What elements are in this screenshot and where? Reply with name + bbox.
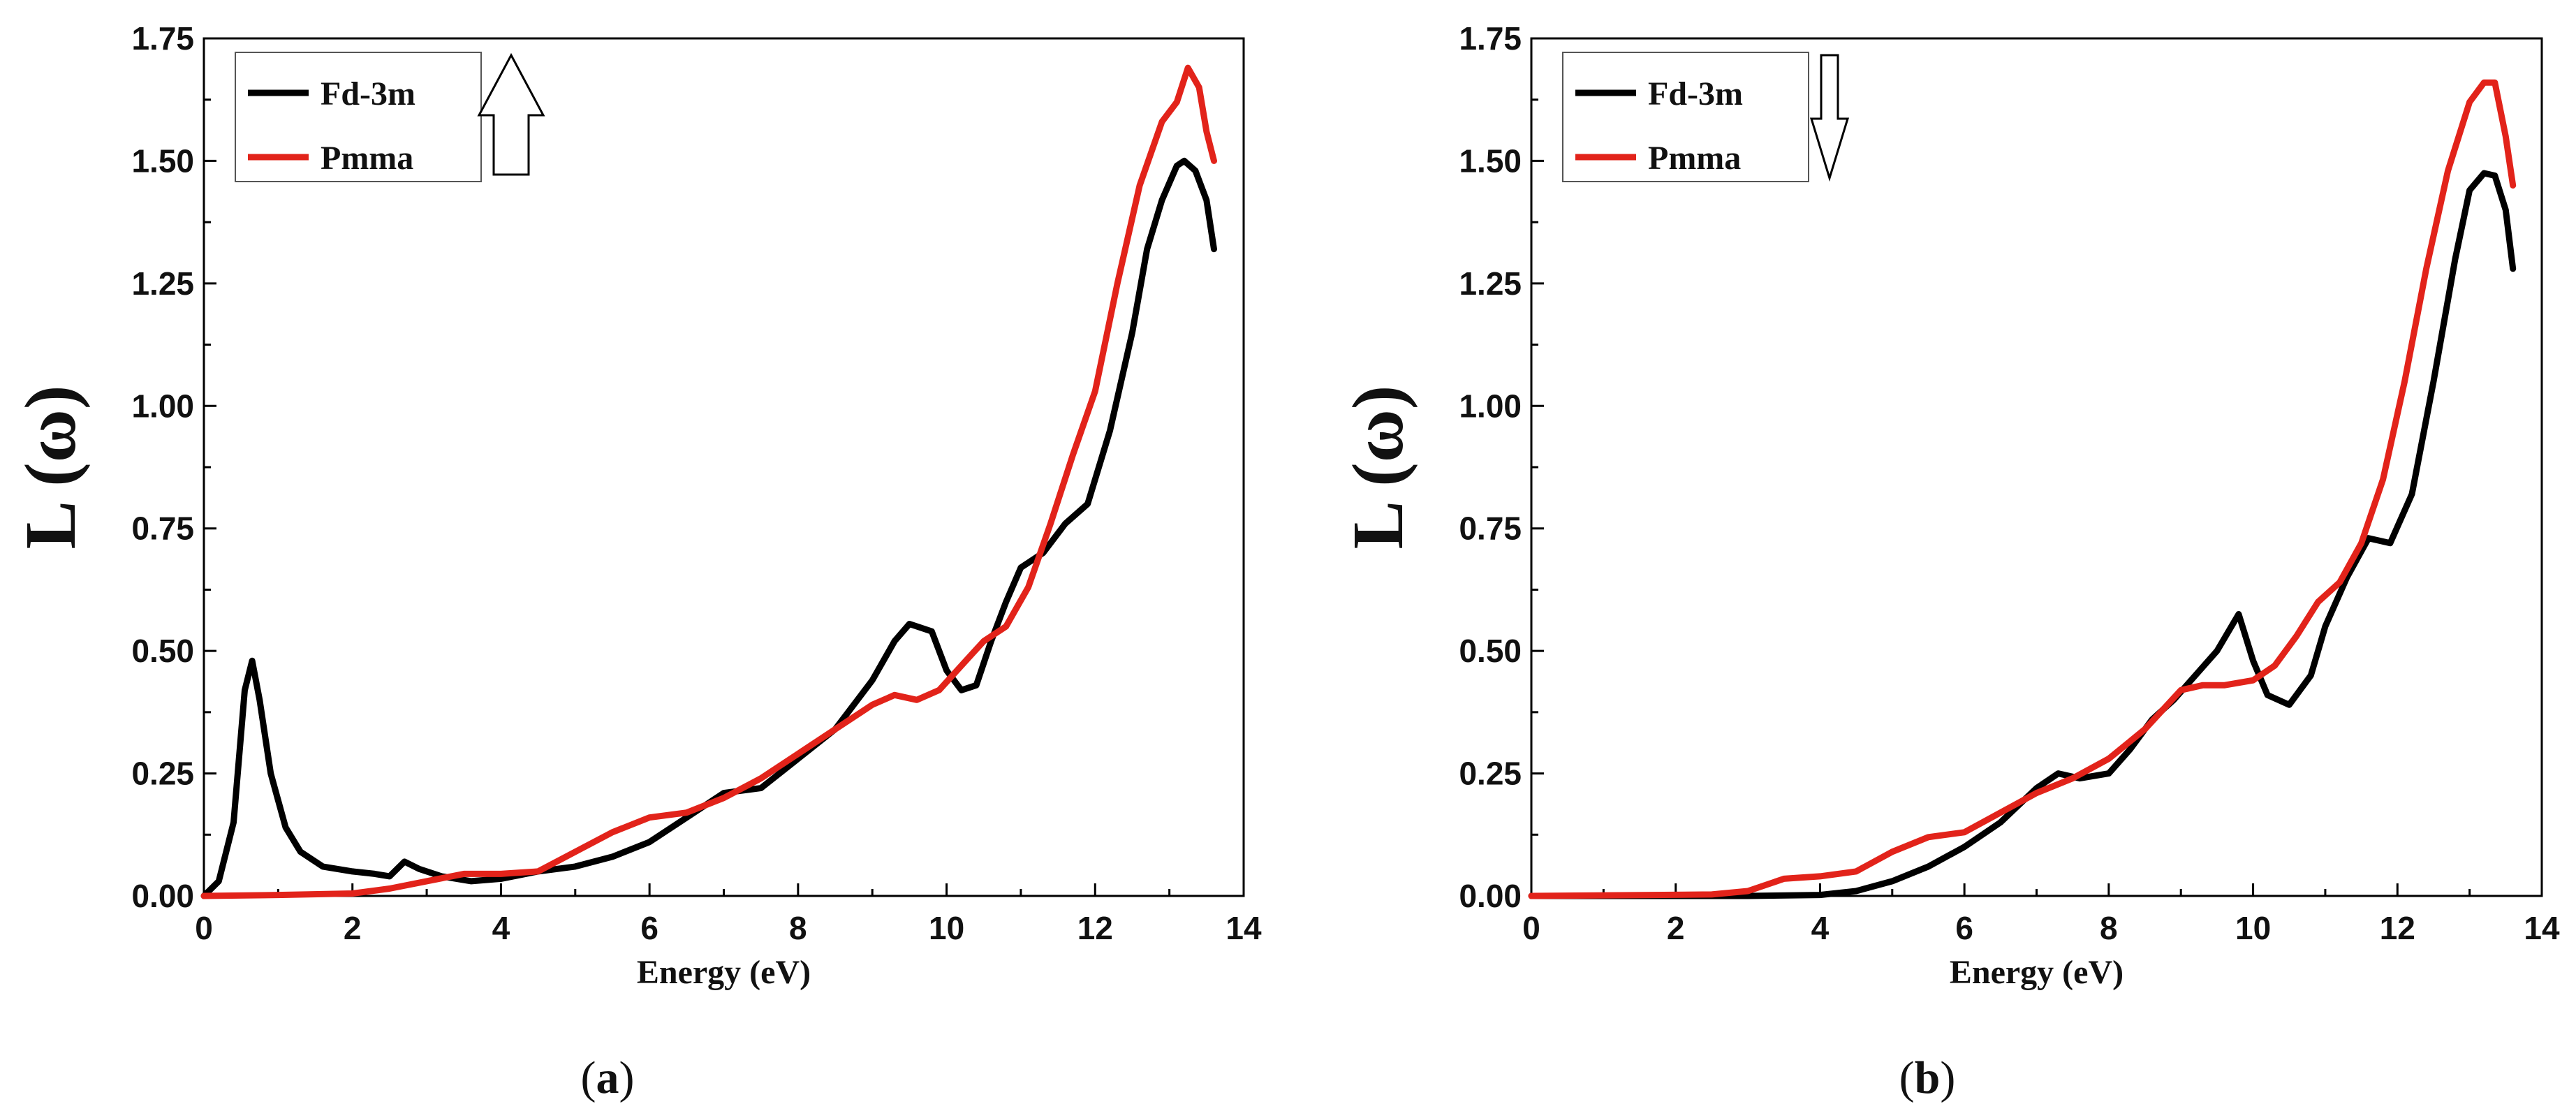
x-tick-label: 0 — [1522, 910, 1540, 946]
x-tick-label: 12 — [2380, 910, 2415, 946]
y-tick-label: 0.75 — [131, 510, 194, 547]
x-tick-label: 10 — [929, 910, 964, 946]
x-tick-label: 2 — [344, 910, 362, 946]
y-tick-label: 0.50 — [1459, 633, 1522, 669]
x-tick-label: 2 — [1667, 910, 1685, 946]
x-tick-label: 10 — [2235, 910, 2271, 946]
x-tick-label: 12 — [1077, 910, 1113, 946]
y-tick-label: 1.25 — [131, 265, 194, 302]
x-tick-label: 4 — [1811, 910, 1830, 946]
caption-close-paren: ) — [1940, 1052, 1955, 1103]
series-line-pmma — [200, 64, 1217, 899]
legend-label-fd-3m: Fd-3m — [321, 75, 415, 112]
caption-open-paren: ( — [581, 1052, 596, 1103]
x-tick-label: 8 — [2100, 910, 2118, 946]
panel-caption: (b) — [1899, 1052, 1956, 1103]
panel-caption: (a) — [581, 1052, 635, 1103]
x-tick-label: 4 — [492, 910, 510, 946]
x-tick-label: 0 — [195, 910, 213, 946]
chart-panel-b: 0 2 4 6 8 10 12 14 0.00 0.25 0.50 0.75 1.00 1.25 1.50 1… — [1338, 20, 2560, 1103]
caption-open-paren: ( — [1899, 1052, 1915, 1103]
legend-label-pmma: Pmma — [1648, 140, 1741, 177]
y-tick-label: 1.00 — [131, 388, 194, 424]
y-tick-label: 1.75 — [1459, 20, 1522, 57]
y-tick-label: 0.00 — [1459, 878, 1522, 914]
caption-letter: b — [1915, 1052, 1941, 1103]
y-tick-label: 0.00 — [131, 878, 194, 914]
y-tick-label: 1.50 — [1459, 142, 1522, 179]
x-tick-label: 6 — [1955, 910, 1973, 946]
x-axis-label: Energy (eV) — [1950, 954, 2124, 991]
x-tick-label: 14 — [2524, 910, 2560, 946]
x-tick-label: 6 — [640, 910, 658, 946]
caption-close-paren: ) — [619, 1052, 635, 1103]
x-tick-label: 8 — [789, 910, 807, 946]
chart-panel-a: 0 2 4 6 8 10 12 14 0.00 0.25 0.50 0.75 1.00 1.25 1.50 1… — [10, 20, 1262, 1103]
y-tick-label: 1.75 — [131, 20, 194, 57]
y-tick-label: 0.75 — [1459, 510, 1522, 547]
y-axis-label: L (ω) — [10, 385, 91, 550]
caption-letter: a — [596, 1052, 619, 1103]
spin-up-arrow-icon — [477, 52, 545, 176]
y-axis-label: L (ω) — [1338, 385, 1418, 550]
y-tick-label: 1.25 — [1459, 265, 1522, 302]
x-axis-label: Energy (eV) — [637, 954, 811, 991]
series-line-fd-3m — [200, 157, 1217, 899]
series-line-fd-3m — [1528, 170, 2517, 899]
legend-label-pmma: Pmma — [321, 140, 413, 177]
y-tick-label: 0.25 — [131, 756, 194, 792]
y-tick-label: 0.25 — [1459, 756, 1522, 792]
y-tick-label: 1.00 — [1459, 388, 1522, 424]
spin-down-arrow-icon — [1809, 54, 1850, 182]
y-tick-label: 0.50 — [131, 633, 194, 669]
series-line-pmma — [1528, 79, 2517, 899]
x-tick-label: 14 — [1226, 910, 1262, 946]
y-tick-label: 1.50 — [131, 142, 194, 179]
legend-label-fd-3m: Fd-3m — [1648, 75, 1743, 112]
